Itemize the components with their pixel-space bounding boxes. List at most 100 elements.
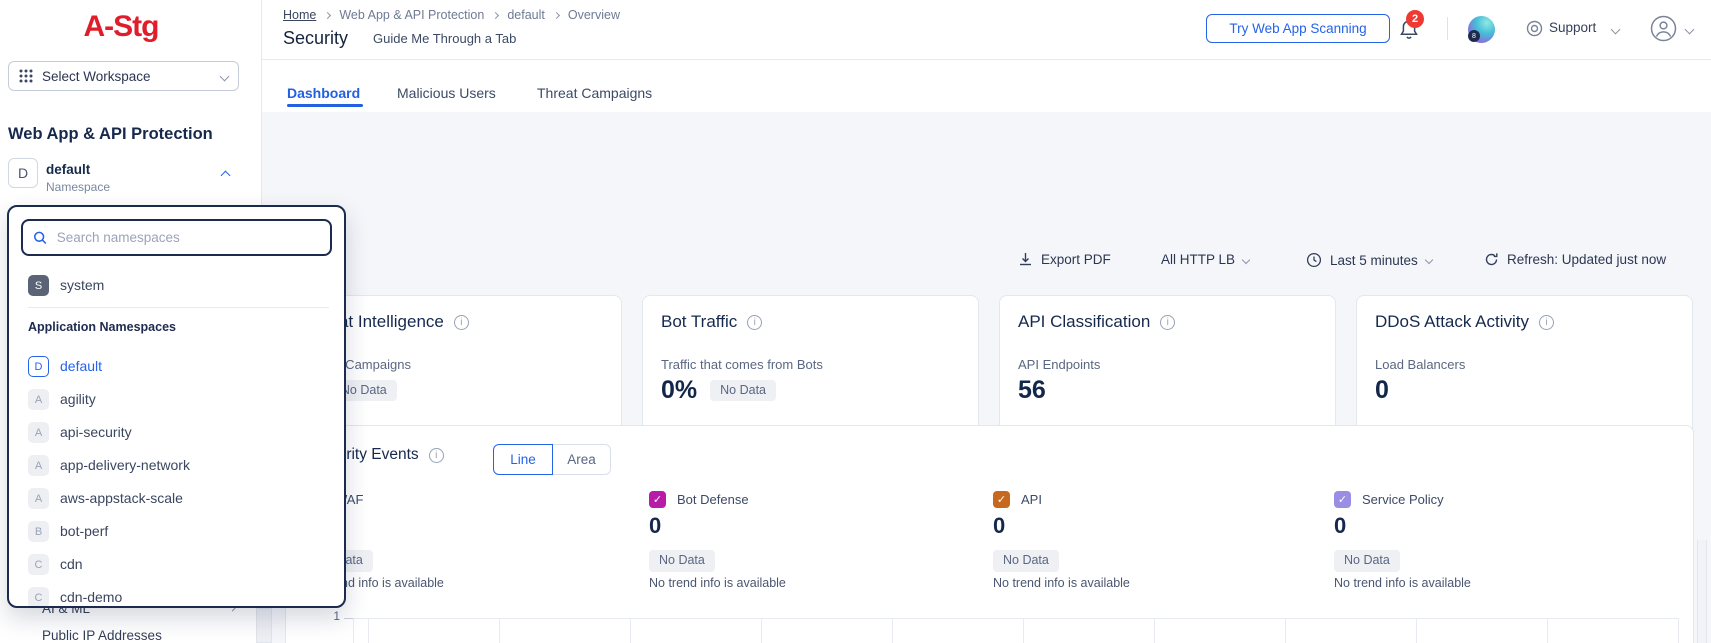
namespace-name: default [46,162,90,177]
namespace-option-system[interactable]: S system [9,269,344,302]
breadcrumb-separator-icon [553,12,560,19]
info-icon[interactable] [454,315,469,330]
export-pdf-label: Export PDF [1041,252,1111,267]
breadcrumb-item[interactable]: Web App & API Protection [339,8,484,22]
namespace-option-agility[interactable]: A agility [9,383,344,416]
chevron-down-icon [220,71,230,81]
line-toggle-button[interactable]: Line [493,444,553,475]
namespace-option-label: aws-appstack-scale [60,490,183,506]
namespace-option-label: default [60,358,102,374]
scrollbar[interactable] [1697,540,1707,643]
refresh-status: Refresh: Updated just now [1507,252,1666,267]
series-value: 0 [649,513,661,539]
search-input[interactable] [57,230,320,245]
gridline [1154,618,1155,643]
metric-value: 56 [1018,376,1046,405]
refresh-icon [1484,252,1499,267]
info-icon[interactable] [1539,315,1554,330]
namespace-initial-badge: B [28,521,49,542]
gridline [892,618,893,643]
page-title: Security [283,28,348,49]
user-profile-icon[interactable] [1650,15,1677,47]
tab-malicious-users[interactable]: Malicious Users [397,85,496,101]
sidebar-item-public-ip-addresses[interactable]: Public IP Addresses [42,628,162,643]
metric-value: 0 [1375,376,1389,405]
chart-type-toggle: Line Area [493,444,611,475]
divider [1447,17,1448,40]
metric-label: Load Balancers [1375,357,1465,372]
clock-icon [1306,252,1322,268]
series-label: API [1021,492,1042,507]
info-icon[interactable] [1160,315,1175,330]
namespace-search[interactable] [21,219,332,256]
lb-filter-dropdown[interactable]: All HTTP LB [1161,252,1249,267]
export-pdf-button[interactable]: Export PDF [1018,252,1111,267]
api-checkbox[interactable] [993,491,1010,508]
service-policy-checkbox[interactable] [1334,491,1351,508]
chevron-down-icon[interactable] [1611,25,1621,35]
tab-threat-campaigns[interactable]: Threat Campaigns [537,85,652,101]
gridline [353,618,354,643]
namespace-initial-badge: S [28,275,49,296]
chevron-down-icon[interactable] [1685,25,1695,35]
active-tab-indicator [287,104,363,107]
info-icon[interactable] [429,448,444,463]
namespace-option-label: system [60,277,104,293]
top-header: Home Web App & API Protection default Ov… [262,0,1711,60]
namespace-dropdown-panel: S system Application Namespaces D defaul… [7,205,346,608]
bot-defense-checkbox[interactable] [649,491,666,508]
breadcrumb-home-link[interactable]: Home [283,8,316,22]
namespace-option-label: app-delivery-network [60,457,190,473]
card-title: API Classification [1018,312,1150,332]
time-range-dropdown[interactable]: Last 5 minutes [1306,252,1432,268]
guide-me-link[interactable]: Guide Me Through a Tab [373,31,516,46]
trend-status: No trend info is available [993,576,1130,590]
namespace-initial-badge: A [28,488,49,509]
area-toggle-button[interactable]: Area [553,444,611,475]
namespace-option-default[interactable]: D default [9,350,344,383]
breadcrumb: Home Web App & API Protection default Ov… [283,8,620,22]
trend-status: No trend info is available [1334,576,1471,590]
namespace-initial-badge: A [28,422,49,443]
no-data-badge: No Data [649,550,715,572]
namespace-initial-badge: A [28,389,49,410]
sidebar-scrollbar[interactable] [256,608,272,643]
namespace-option-api-security[interactable]: A api-security [9,416,344,449]
series-value: 0 [1334,513,1346,539]
namespace-option-label: api-security [60,424,132,440]
trend-status: No trend info is available [649,576,786,590]
breadcrumb-item[interactable]: Overview [568,8,620,22]
logo[interactable]: A-Stg [0,10,242,44]
no-data-badge: No Data [710,380,776,402]
gridline [1678,618,1679,643]
namespace-option-aws-appstack-scale[interactable]: A aws-appstack-scale [9,482,344,515]
workspace-selector[interactable]: Select Workspace [8,61,239,91]
gridline [353,618,1678,619]
namespace-option-cdn-demo[interactable]: C cdn-demo [9,581,344,608]
breadcrumb-separator-icon [324,12,331,19]
breadcrumb-item[interactable]: default [507,8,545,22]
metric-label: Traffic that comes from Bots [661,357,823,372]
refresh-button[interactable]: Refresh: Updated just now [1484,252,1666,267]
namespace-option-label: cdn [60,556,83,572]
breadcrumb-separator-icon [492,12,499,19]
namespace-option-cdn[interactable]: C cdn [9,548,344,581]
series-label: Bot Defense [677,492,749,507]
no-data-badge: No Data [1334,550,1400,572]
security-events-section: Security Events Line Area WAF 0 No Data … [285,425,1694,643]
namespace-option-app-delivery-network[interactable]: A app-delivery-network [9,449,344,482]
series-label: Service Policy [1362,492,1444,507]
gridline [630,618,631,643]
namespace-option-label: agility [60,391,96,407]
support-menu[interactable]: Support [1549,20,1596,35]
namespace-initial-badge: C [28,554,49,575]
try-web-app-scanning-button[interactable]: Try Web App Scanning [1206,14,1390,43]
info-icon[interactable] [747,315,762,330]
time-range-value: Last 5 minutes [1330,253,1418,268]
namespace-option-bot-perf[interactable]: B bot-perf [9,515,344,548]
tab-dashboard[interactable]: Dashboard [287,85,360,101]
axis-tick-mark [344,618,353,619]
namespace-initial-badge: D [28,356,49,377]
chevron-up-icon[interactable] [221,171,231,181]
lb-filter-value: All HTTP LB [1161,252,1235,267]
